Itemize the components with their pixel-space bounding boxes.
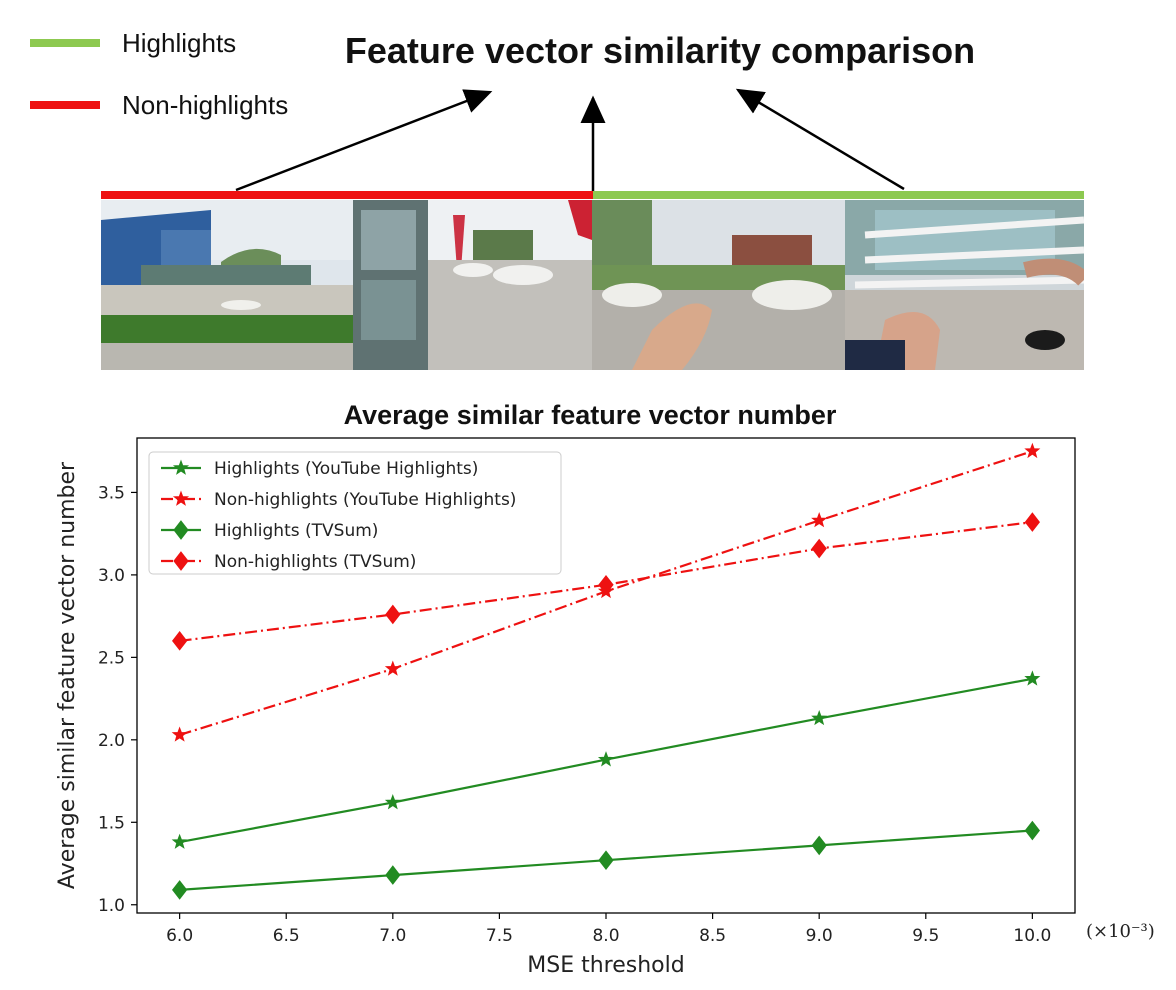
legend-marker-3	[173, 520, 189, 540]
frame-2	[353, 200, 592, 370]
x-tick-label: 7.0	[379, 926, 406, 946]
chart-title: Average similar feature vector number	[344, 400, 837, 430]
x-tick-label: 8.0	[592, 926, 619, 946]
data-point-s4-5	[1024, 512, 1040, 532]
color-legend: Highlights Non-highlights	[30, 24, 288, 148]
non-highlights-bar	[101, 191, 593, 199]
legend-label-non-highlights: Non-highlights	[122, 89, 289, 120]
frame-4	[845, 200, 1084, 370]
x-tick-label: 10.0	[1013, 926, 1051, 946]
arrows-overlay	[235, 88, 905, 193]
legend-entry-1: Highlights (YouTube Highlights)	[214, 459, 478, 479]
arrow-right	[735, 88, 905, 191]
data-point-s3-3	[598, 850, 614, 871]
data-point-s3-4	[811, 835, 827, 856]
x-tick-label: 9.0	[806, 926, 833, 946]
legend-marker-1	[172, 459, 190, 475]
data-point-s3-2	[385, 865, 401, 885]
data-point-s1-1	[171, 833, 188, 849]
y-tick-label: 2.0	[98, 731, 125, 751]
legend-marker-4	[173, 551, 189, 571]
photo-icon	[353, 200, 592, 370]
y-tick-label: 1.5	[98, 813, 125, 833]
y-axis-label: Average similar feature vector number	[55, 461, 80, 889]
legend-entry-4: Non-highlights (TVSum)	[214, 552, 416, 572]
highlights-bar	[593, 191, 1084, 199]
data-point-s4-1	[172, 631, 188, 651]
chart-legend-box	[148, 451, 562, 575]
y-tick-label: 2.5	[98, 648, 125, 668]
photo-icon	[845, 200, 1084, 370]
line-chart: Average similar feature vector number 6.0…	[55, 400, 1155, 978]
x-multiplier-label: (×10⁻³)	[1086, 921, 1155, 942]
x-tick-label: 7.5	[486, 926, 513, 946]
data-point-s4-4	[811, 538, 827, 559]
figure-title: Feature vector similarity comparison	[344, 30, 976, 71]
legend-entry-2: Non-highlights (YouTube Highlights)	[214, 490, 516, 510]
data-point-s2-4	[811, 512, 828, 528]
photo-icon	[101, 200, 353, 370]
legend-entry-3: Highlights (TVSum)	[214, 521, 378, 541]
data-point-s2-2	[384, 660, 401, 676]
data-point-s1-5	[1024, 670, 1041, 686]
series-line-4	[179, 521, 1033, 642]
y-tick-label: 1.0	[98, 896, 125, 916]
data-point-s4-3	[598, 574, 614, 595]
data-point-s3-1	[172, 880, 188, 900]
legend-label-highlights: Highlights	[122, 27, 237, 58]
x-tick-label: 6.5	[273, 926, 300, 946]
x-axis-label: MSE threshold	[527, 953, 684, 978]
legend-swatch-non-highlights	[30, 101, 100, 109]
video-frames	[101, 200, 1084, 370]
x-tick-label: 8.5	[699, 926, 726, 946]
legend-swatch-highlights	[30, 39, 100, 47]
frame-1	[101, 200, 353, 370]
frame-3	[592, 200, 845, 370]
data-point-s2-5	[1024, 442, 1041, 459]
x-tick-label: 9.5	[912, 926, 939, 946]
data-point-s4-2	[385, 604, 401, 625]
data-point-s1-2	[384, 794, 401, 810]
legend-marker-2	[172, 490, 190, 506]
y-tick-label: 3.5	[98, 483, 125, 503]
y-tick-label: 3.0	[98, 566, 125, 586]
x-tick-label: 6.0	[166, 926, 193, 946]
photo-icon	[592, 200, 845, 370]
data-point-s1-3	[597, 751, 615, 767]
arrow-left	[235, 89, 493, 192]
data-point-s2-1	[171, 726, 188, 742]
data-point-s1-4	[811, 709, 828, 726]
legend-row-non-highlights: Non-highlights	[30, 86, 288, 124]
data-point-s3-5	[1024, 820, 1040, 841]
legend-row-highlights: Highlights	[30, 24, 288, 62]
